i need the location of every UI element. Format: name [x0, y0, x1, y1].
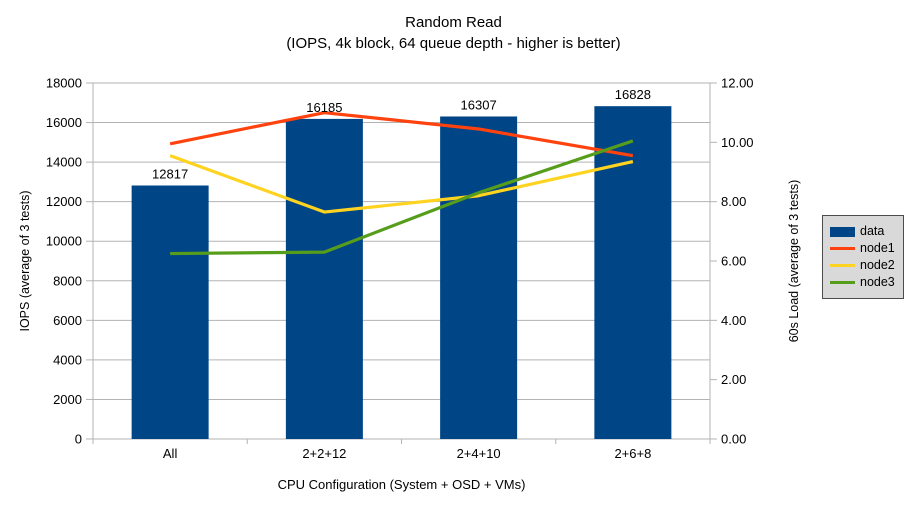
x-tick-label: 2+6+8	[614, 446, 651, 461]
right-tick-label: 6.00	[721, 254, 746, 269]
legend-item-node2: node2	[830, 257, 897, 274]
x-tick-label: All	[163, 446, 178, 461]
right-tick-label: 2.00	[721, 372, 746, 387]
right-tick-label: 8.00	[721, 194, 746, 209]
left-axis-title: IOPS (average of 3 tests)	[18, 190, 32, 332]
line-node1	[169, 111, 634, 158]
right-tick-label: 4.00	[721, 313, 746, 328]
bar-value-label: 12817	[152, 167, 188, 182]
left-tick-label: 6000	[53, 313, 82, 328]
left-tick-label: 12000	[46, 194, 82, 209]
x-axis-title: CPU Configuration (System + OSD + VMs)	[277, 477, 526, 492]
left-tick-label: 14000	[46, 155, 82, 170]
left-tick-label: 10000	[46, 234, 82, 249]
left-tick-label: 2000	[53, 392, 82, 407]
x-tick-label: 2+4+10	[457, 446, 501, 461]
line-node3	[170, 139, 634, 256]
left-tick-label: 0	[75, 432, 82, 447]
line-swatch-icon	[830, 281, 855, 284]
bar-value-label: 16828	[615, 87, 651, 102]
left-tick-label: 18000	[46, 76, 82, 91]
legend-label: node2	[860, 258, 895, 272]
bar-swatch-icon	[830, 226, 855, 237]
chart-title: Random Read	[405, 14, 502, 31]
left-tick-label: 16000	[46, 115, 82, 130]
bar-2+6+8	[594, 106, 672, 439]
line-node2	[169, 154, 634, 214]
bar-All	[131, 185, 209, 439]
chart-subtitle: (IOPS, 4k block, 64 queue depth - higher…	[286, 35, 621, 52]
bar-2+2+12	[285, 118, 363, 439]
right-tick-label: 10.00	[721, 135, 754, 150]
left-tick-label: 4000	[53, 352, 82, 367]
bar-2+4+10	[440, 116, 518, 440]
left-tick-label: 8000	[53, 273, 82, 288]
legend-label: node1	[860, 241, 895, 255]
bar-value-label: 16307	[461, 97, 497, 112]
legend-item-data: data	[830, 223, 897, 240]
right-axis-title: 60s Load (average of 3 tests)	[787, 179, 801, 343]
bar-value-label: 16185	[306, 100, 342, 115]
x-tick-label: 2+2+12	[302, 446, 346, 461]
line-swatch-icon	[830, 264, 855, 267]
line-swatch-icon	[830, 247, 855, 250]
legend-label: node3	[860, 275, 895, 289]
legend: data node1 node2 node3	[822, 215, 904, 299]
right-tick-label: 12.00	[721, 76, 754, 91]
right-tick-label: 0.00	[721, 432, 746, 447]
legend-item-node3: node3	[830, 274, 897, 291]
legend-label: data	[860, 224, 885, 238]
legend-item-node1: node1	[830, 240, 897, 257]
